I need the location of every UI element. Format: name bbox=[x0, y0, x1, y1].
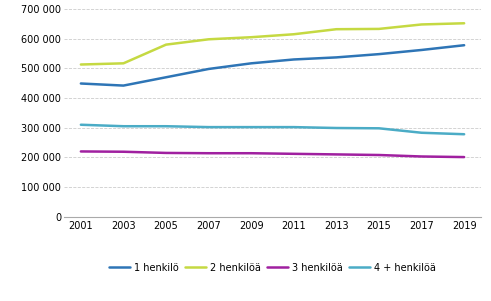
3 henkilöä bbox=[291, 152, 297, 156]
Line: 2 henkilöä: 2 henkilöä bbox=[81, 23, 464, 64]
2 henkilöä bbox=[206, 38, 212, 41]
2 henkilöä bbox=[120, 61, 126, 65]
3 henkilöä bbox=[120, 150, 126, 154]
2 henkilöä bbox=[248, 36, 254, 39]
2 henkilöä bbox=[78, 63, 84, 66]
4 + henkilöä bbox=[333, 126, 339, 130]
4 + henkilöä bbox=[376, 126, 382, 130]
2 henkilöä bbox=[163, 43, 169, 46]
2 henkilöä bbox=[461, 21, 467, 25]
1 henkilö bbox=[333, 56, 339, 59]
1 henkilö bbox=[248, 61, 254, 65]
3 henkilöä bbox=[248, 151, 254, 155]
1 henkilö bbox=[120, 84, 126, 87]
1 henkilö bbox=[206, 67, 212, 71]
4 + henkilöä bbox=[206, 125, 212, 129]
3 henkilöä bbox=[78, 150, 84, 153]
2 henkilöä bbox=[333, 27, 339, 31]
2 henkilöä bbox=[419, 23, 425, 26]
1 henkilö bbox=[461, 43, 467, 47]
1 henkilö bbox=[163, 76, 169, 79]
2 henkilöä bbox=[291, 33, 297, 36]
4 + henkilöä bbox=[291, 125, 297, 129]
Line: 3 henkilöä: 3 henkilöä bbox=[81, 151, 464, 157]
3 henkilöä bbox=[376, 153, 382, 157]
Line: 4 + henkilöä: 4 + henkilöä bbox=[81, 125, 464, 134]
1 henkilö bbox=[78, 82, 84, 85]
Legend: 1 henkilö, 2 henkilöä, 3 henkilöä, 4 + henkilöä: 1 henkilö, 2 henkilöä, 3 henkilöä, 4 + h… bbox=[105, 259, 440, 277]
4 + henkilöä bbox=[163, 124, 169, 128]
4 + henkilöä bbox=[461, 132, 467, 136]
3 henkilöä bbox=[419, 155, 425, 158]
3 henkilöä bbox=[206, 151, 212, 155]
Line: 1 henkilö: 1 henkilö bbox=[81, 45, 464, 85]
4 + henkilöä bbox=[120, 124, 126, 128]
2 henkilöä bbox=[376, 27, 382, 31]
4 + henkilöä bbox=[419, 131, 425, 135]
4 + henkilöä bbox=[248, 125, 254, 129]
1 henkilö bbox=[291, 58, 297, 61]
3 henkilöä bbox=[461, 155, 467, 159]
1 henkilö bbox=[419, 48, 425, 52]
1 henkilö bbox=[376, 52, 382, 56]
3 henkilöä bbox=[163, 151, 169, 155]
3 henkilöä bbox=[333, 153, 339, 156]
4 + henkilöä bbox=[78, 123, 84, 126]
